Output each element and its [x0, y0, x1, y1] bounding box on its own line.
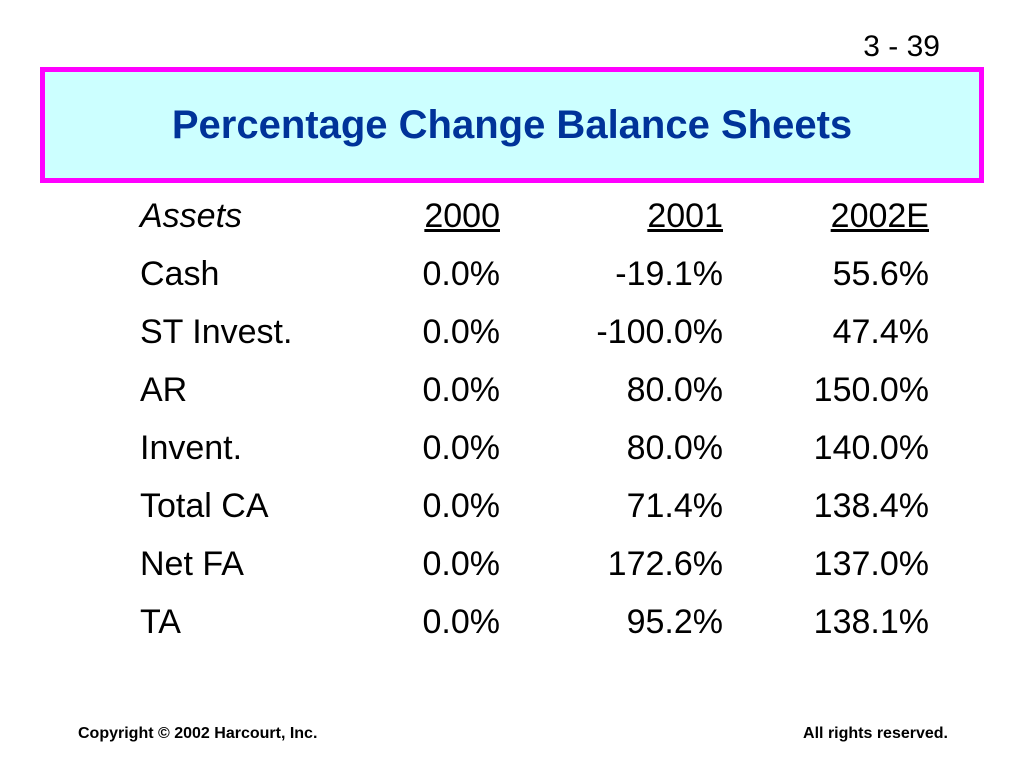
cell-2002e: 138.4%: [813, 487, 929, 525]
table-header-row: Assets 2000 2001 2002E: [140, 187, 929, 245]
slide-number: 3 - 39: [863, 30, 940, 63]
cell-2000: 0.0%: [422, 603, 501, 641]
slide-title: Percentage Change Balance Sheets: [171, 102, 853, 147]
cell-2000: 0.0%: [422, 255, 501, 293]
cell-2001: -19.1%: [615, 255, 723, 293]
table-row: Total CA 0.0% 71.4% 138.4%: [140, 477, 929, 535]
row-label: AR: [140, 371, 188, 409]
cell-2000: 0.0%: [422, 429, 501, 467]
table-row: AR 0.0% 80.0% 150.0%: [140, 361, 929, 419]
table-row: TA 0.0% 95.2% 138.1%: [140, 593, 929, 651]
cell-2001: 71.4%: [626, 487, 723, 525]
table-row: ST Invest. 0.0% -100.0% 47.4%: [140, 303, 929, 361]
row-label: Invent.: [140, 429, 243, 467]
cell-2002e: 138.1%: [813, 603, 929, 641]
row-label: ST Invest.: [140, 313, 293, 351]
cell-2000: 0.0%: [422, 545, 501, 583]
cell-2001: -100.0%: [596, 313, 723, 351]
cell-2002e: 47.4%: [832, 313, 929, 351]
percentage-change-table: Assets 2000 2001 2002E Cash 0.0% -19.1% …: [140, 187, 929, 651]
cell-2002e: 137.0%: [813, 545, 929, 583]
row-label: Cash: [140, 255, 220, 293]
header-assets: Assets: [140, 197, 243, 235]
cell-2001: 95.2%: [626, 603, 723, 641]
cell-2000: 0.0%: [422, 313, 501, 351]
table-row: Cash 0.0% -19.1% 55.6%: [140, 245, 929, 303]
cell-2002e: 140.0%: [813, 429, 929, 467]
cell-2001: 80.0%: [626, 371, 723, 409]
cell-2000: 0.0%: [422, 371, 501, 409]
row-label: Total CA: [140, 487, 269, 525]
footer-rights: All rights reserved.: [803, 725, 948, 742]
header-2000: 2000: [424, 197, 500, 235]
cell-2001: 80.0%: [626, 429, 723, 467]
cell-2002e: 150.0%: [813, 371, 929, 409]
row-label: Net FA: [140, 545, 244, 583]
cell-2000: 0.0%: [422, 487, 501, 525]
table-row: Net FA 0.0% 172.6% 137.0%: [140, 535, 929, 593]
title-box: Percentage Change Balance Sheets: [40, 67, 984, 183]
header-2001: 2001: [647, 197, 723, 235]
table-row: Invent. 0.0% 80.0% 140.0%: [140, 419, 929, 477]
cell-2002e: 55.6%: [832, 255, 929, 293]
row-label: TA: [140, 603, 181, 641]
footer-copyright: Copyright © 2002 Harcourt, Inc.: [78, 725, 318, 742]
header-2002e: 2002E: [830, 197, 929, 235]
cell-2001: 172.6%: [607, 545, 723, 583]
